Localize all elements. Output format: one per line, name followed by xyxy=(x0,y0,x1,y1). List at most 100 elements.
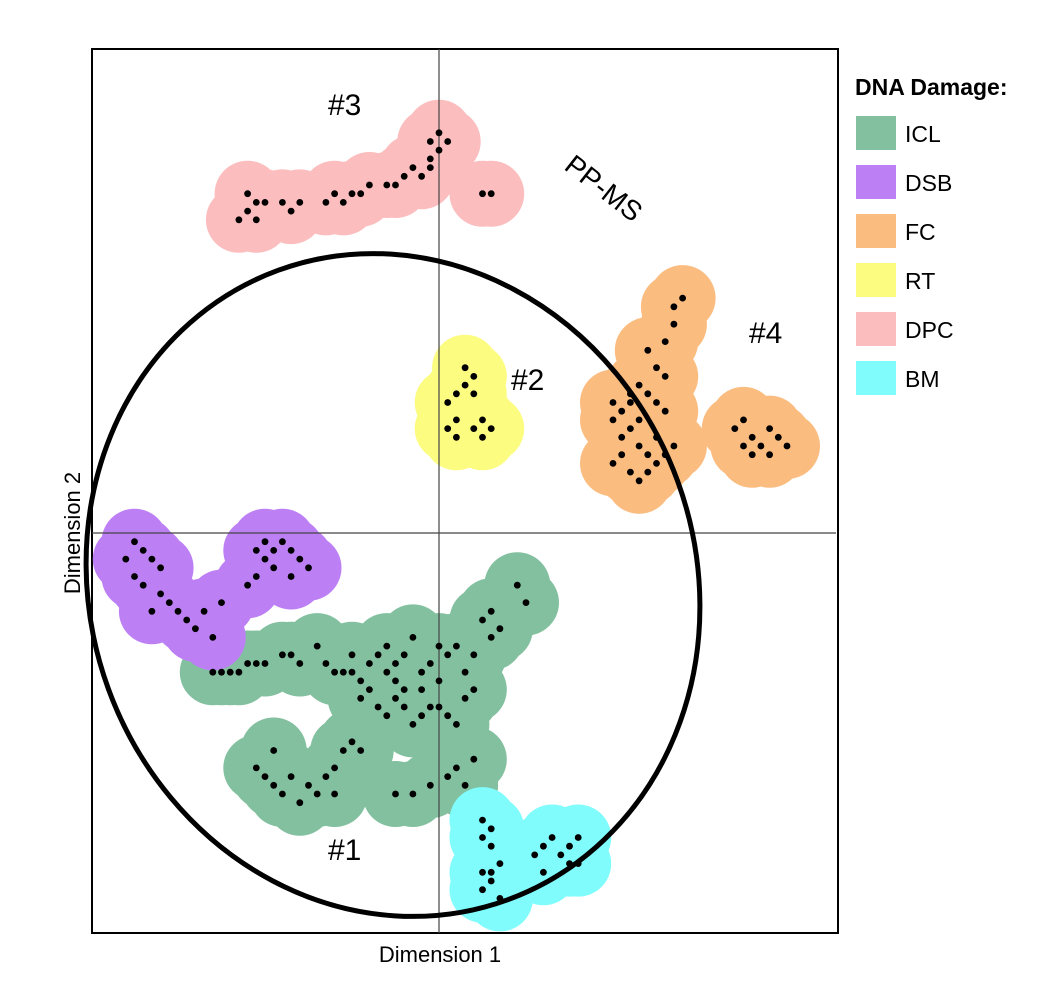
dsb-point-0 xyxy=(131,538,138,546)
rt-point-3 xyxy=(453,390,460,398)
icl-point-64 xyxy=(426,781,434,789)
dpc-point-15 xyxy=(392,181,399,189)
fc-point-28 xyxy=(644,468,652,476)
dpc-point-27 xyxy=(252,216,260,224)
legend-swatch-dpc xyxy=(856,312,896,346)
bm-point-5 xyxy=(487,868,495,876)
bm-point-8 xyxy=(479,886,486,894)
fc-point-32 xyxy=(748,433,756,441)
pp-ms-ellipse xyxy=(83,251,703,919)
icl-point-22 xyxy=(418,668,425,676)
rt-point-0 xyxy=(461,364,469,372)
icl-point-47 xyxy=(392,677,399,685)
icl-point-32 xyxy=(522,599,530,606)
fc-point-21 xyxy=(661,451,669,459)
bm-point-2 xyxy=(479,834,486,841)
dsb-point-2 xyxy=(148,555,156,563)
dpc-point-5 xyxy=(279,199,286,206)
dsb-point-13 xyxy=(148,607,156,615)
bm-point-6 xyxy=(496,860,504,867)
icl-point-39 xyxy=(409,721,417,728)
icl-point-57 xyxy=(339,747,347,754)
legend-label-icl: ICL xyxy=(905,121,941,147)
icl-point-40 xyxy=(418,712,425,720)
bm-point-4 xyxy=(479,868,486,876)
rt-point-5 xyxy=(479,416,486,424)
dpc-point-3 xyxy=(244,190,252,198)
fc-point-27 xyxy=(670,442,678,450)
dsb-point-18 xyxy=(261,555,269,563)
icl-point-26 xyxy=(453,642,460,650)
icl-point-41 xyxy=(426,703,434,711)
icl-point-11 xyxy=(322,660,330,667)
icl-point-0 xyxy=(209,668,217,676)
dpc-point-8 xyxy=(322,199,330,206)
fc-point-25 xyxy=(618,433,626,441)
icl-point-5 xyxy=(252,660,260,667)
icl-point-73 xyxy=(470,686,478,693)
fc-point-12 xyxy=(609,399,617,406)
fc-point-17 xyxy=(644,451,652,459)
fc-point-14 xyxy=(661,407,669,415)
fc-point-35 xyxy=(774,433,782,441)
dsb-point-8 xyxy=(183,616,191,624)
icl-point-16 xyxy=(366,660,373,667)
rt-point-2 xyxy=(470,390,478,398)
dpc-point-20 xyxy=(435,146,443,154)
icl-point-61 xyxy=(331,790,338,798)
dsb-point-10 xyxy=(200,607,208,615)
dpc-point-22 xyxy=(444,138,452,145)
data-points xyxy=(122,129,791,902)
icl-point-60 xyxy=(296,799,304,807)
fc-point-8 xyxy=(644,390,652,398)
legend-label-dpc: DPC xyxy=(905,317,954,343)
dsb-point-21 xyxy=(287,547,295,554)
legend-swatch-rt xyxy=(856,263,896,297)
icl-point-33 xyxy=(496,625,504,633)
fc-point-16 xyxy=(635,442,643,450)
icl-point-36 xyxy=(383,712,391,720)
fc-point-31 xyxy=(740,442,747,450)
legend-swatch-bm xyxy=(856,361,896,395)
fc-point-2 xyxy=(670,320,678,328)
dpc-point-9 xyxy=(331,190,338,198)
fc-point-26 xyxy=(609,416,617,424)
icl-point-70 xyxy=(383,668,391,676)
legend-label-dsb: DSB xyxy=(905,170,952,196)
icl-point-67 xyxy=(470,755,478,763)
fc-point-39 xyxy=(783,442,791,450)
icl-point-44 xyxy=(453,721,460,728)
icl-point-3 xyxy=(235,668,243,676)
dsb-point-9 xyxy=(192,625,199,633)
dpc-point-14 xyxy=(383,181,391,189)
bm-point-0 xyxy=(479,816,486,824)
cluster-label-2: #2 xyxy=(511,364,544,397)
icl-point-27 xyxy=(461,668,469,676)
fc-point-18 xyxy=(618,451,626,459)
dsb-point-20 xyxy=(279,538,286,546)
bm-point-13 xyxy=(566,842,573,850)
icl-point-9 xyxy=(296,660,304,667)
icl-point-74 xyxy=(400,686,408,693)
dsb-point-26 xyxy=(252,547,260,554)
icl-point-66 xyxy=(453,764,460,772)
icl-point-35 xyxy=(374,703,382,711)
dsb-point-17 xyxy=(252,573,260,580)
fc-point-19 xyxy=(609,460,617,467)
icl-point-10 xyxy=(313,642,321,650)
fc-point-1 xyxy=(679,294,686,302)
icl-point-42 xyxy=(435,703,443,711)
icl-point-18 xyxy=(383,642,391,650)
icl-point-1 xyxy=(218,668,225,676)
dpc-point-16 xyxy=(400,172,408,180)
bm-point-12 xyxy=(557,851,565,859)
dpc-point-13 xyxy=(366,181,373,189)
dsb-point-3 xyxy=(131,573,138,580)
icl-point-12 xyxy=(331,668,338,676)
icl-point-38 xyxy=(400,703,408,711)
icl-point-13 xyxy=(339,668,347,676)
icl-point-58 xyxy=(348,738,356,746)
legend-label-rt: RT xyxy=(905,268,935,294)
dpc-point-18 xyxy=(418,172,425,180)
icl-point-23 xyxy=(426,660,434,667)
